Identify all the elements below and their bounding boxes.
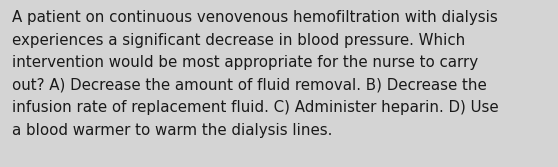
Text: A patient on continuous venovenous hemofiltration with dialysis: A patient on continuous venovenous hemof… [12,10,498,25]
Text: infusion rate of replacement fluid. C) Administer heparin. D) Use: infusion rate of replacement fluid. C) A… [12,100,499,115]
Text: experiences a significant decrease in blood pressure. Which: experiences a significant decrease in bl… [12,33,465,47]
Text: out? A) Decrease the amount of fluid removal. B) Decrease the: out? A) Decrease the amount of fluid rem… [12,77,487,93]
Text: a blood warmer to warm the dialysis lines.: a blood warmer to warm the dialysis line… [12,123,333,137]
Text: intervention would be most appropriate for the nurse to carry: intervention would be most appropriate f… [12,55,478,70]
